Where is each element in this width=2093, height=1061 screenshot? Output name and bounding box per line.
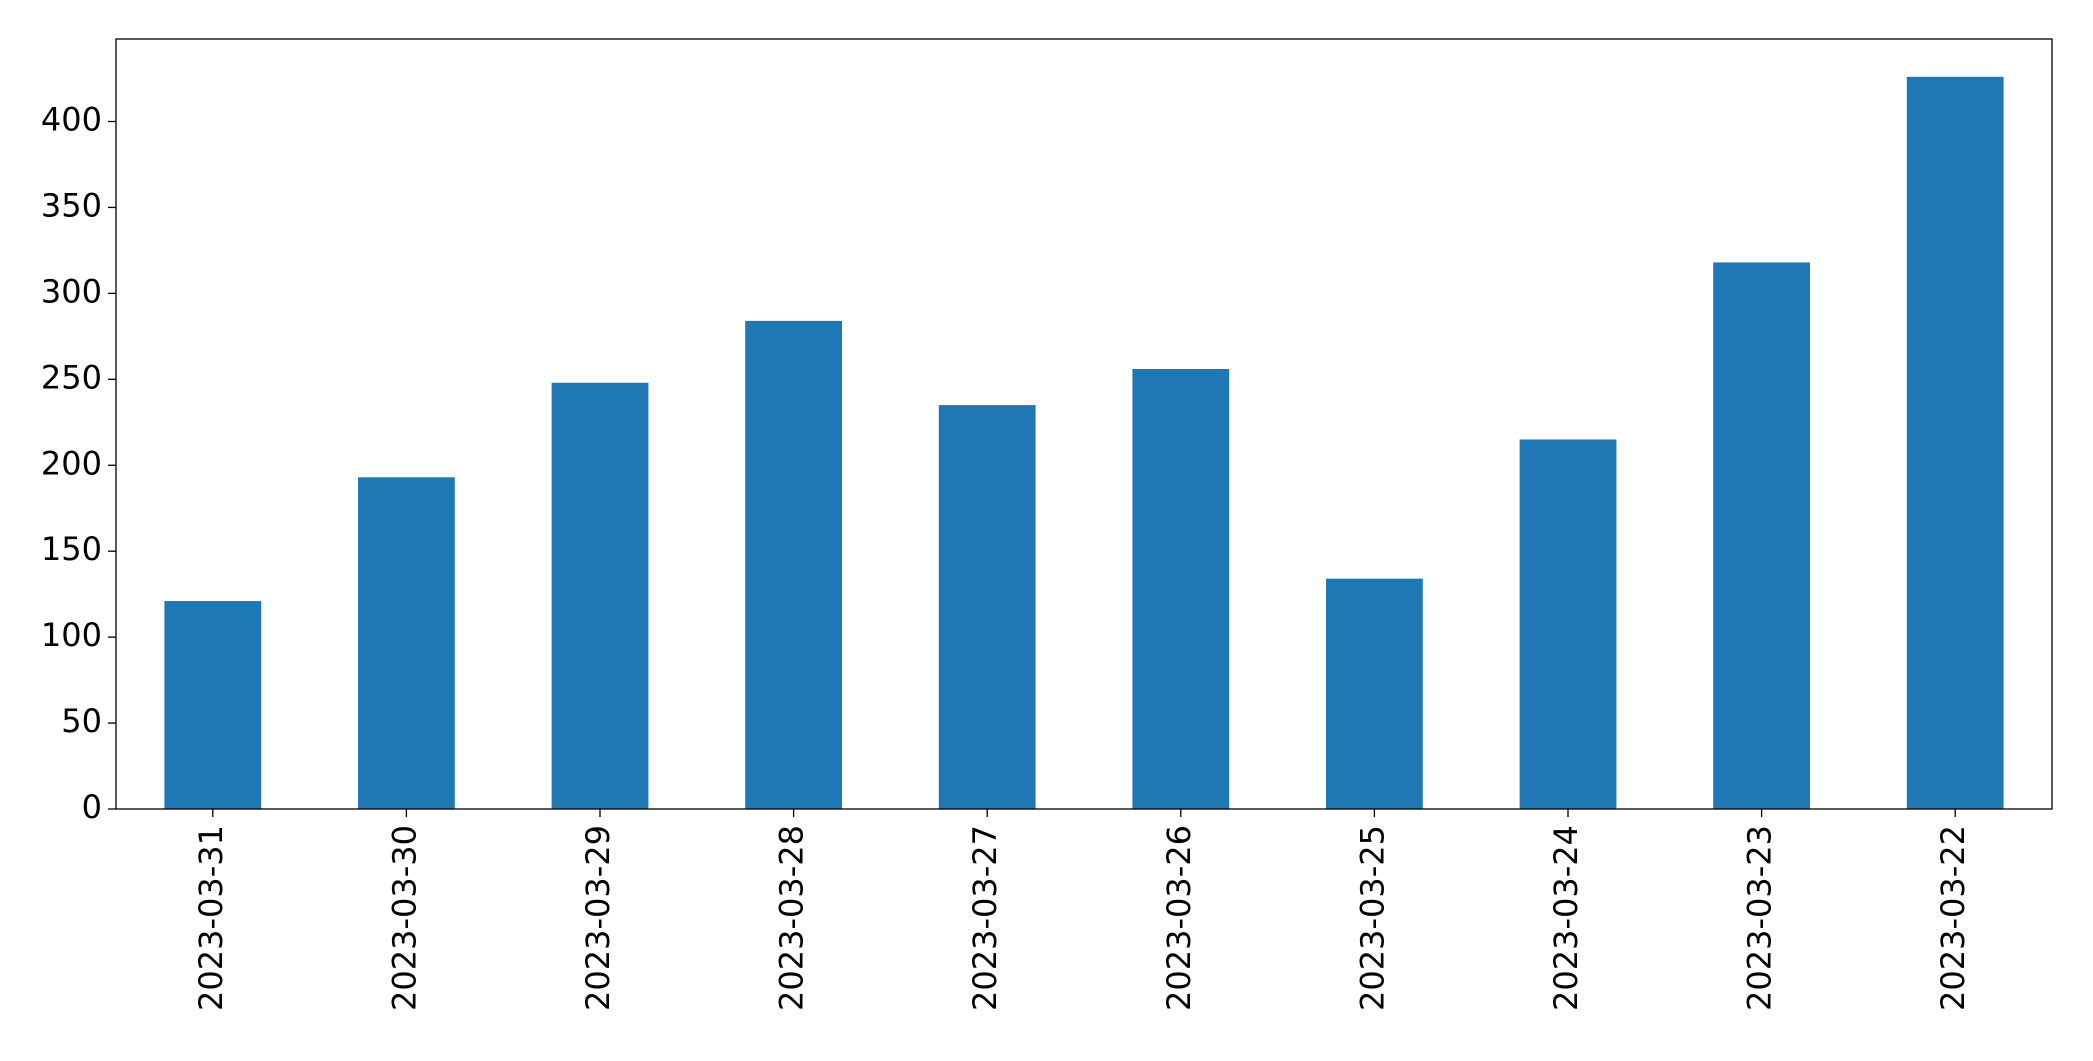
- y-tick-label: 100: [41, 616, 102, 654]
- bar: [1326, 578, 1423, 809]
- axes-frame: [115, 38, 2053, 810]
- x-tick-label: 2023-03-27: [966, 825, 1004, 1011]
- y-tick-label: 200: [41, 444, 102, 482]
- y-tick-label: 250: [41, 358, 102, 396]
- bar: [938, 405, 1036, 809]
- y-tick-label: 400: [41, 101, 102, 139]
- x-tick-label: 2023-03-24: [1547, 825, 1585, 1011]
- x-tick-label: 2023-03-23: [1741, 825, 1779, 1011]
- y-tick-label: 0: [82, 788, 102, 826]
- bar: [745, 320, 842, 809]
- x-tick-label: 2023-03-22: [1934, 825, 1972, 1011]
- x-tick-label: 2023-03-29: [579, 825, 617, 1011]
- bar: [358, 477, 455, 809]
- bar: [1519, 439, 1617, 809]
- bar: [1713, 262, 1810, 809]
- y-tick-label: 300: [41, 272, 102, 310]
- y-tick-label: 350: [41, 186, 102, 224]
- bar: [164, 601, 262, 809]
- x-tick-label: 2023-03-28: [773, 825, 811, 1011]
- y-tick-label: 50: [61, 702, 102, 740]
- y-tick-label: 150: [41, 530, 102, 568]
- bar: [1906, 76, 2004, 809]
- x-tick-label: 2023-03-31: [192, 825, 230, 1011]
- bar: [551, 382, 649, 809]
- x-tick-label: 2023-03-25: [1353, 825, 1391, 1011]
- bar: [1132, 369, 1230, 809]
- x-tick-label: 2023-03-30: [385, 825, 423, 1011]
- x-tick-label: 2023-03-26: [1160, 825, 1198, 1011]
